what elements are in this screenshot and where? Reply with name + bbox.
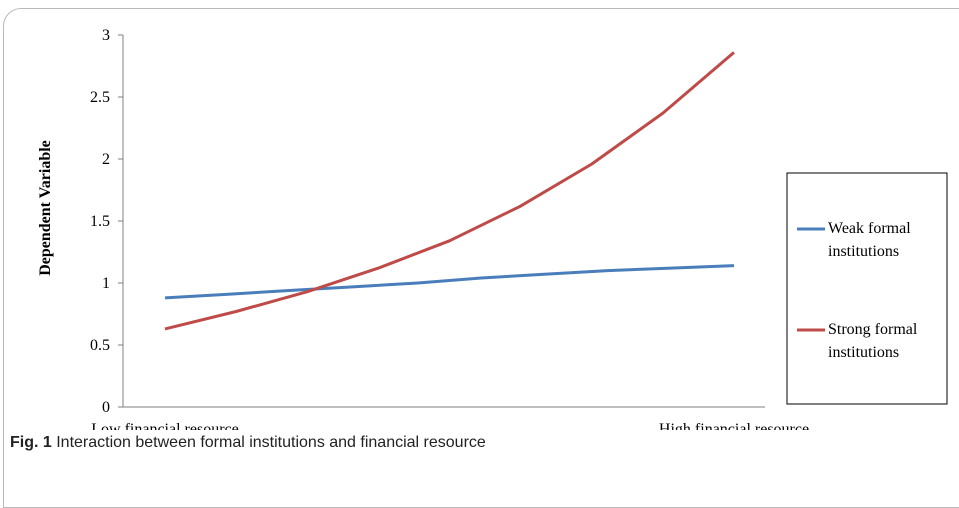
y-axis-label: Dependent Variable <box>37 140 54 276</box>
x-tick-label-high: High financial resource <box>659 421 809 430</box>
legend-label-weak-line2: institutions <box>828 243 899 260</box>
y-tick-label: 2 <box>102 151 110 168</box>
figure-caption-text: Interaction between formal institutions … <box>51 434 486 451</box>
series-lines <box>164 51 735 331</box>
y-axis-ticks: 0 0.5 1 1.5 2 2.5 3 <box>90 27 123 416</box>
series-line-weak <box>164 264 735 300</box>
legend-box <box>786 172 948 405</box>
figure-caption-label: Fig. 1 <box>10 434 52 451</box>
line-chart: 0 0.5 1 1.5 2 2.5 3 Dependent Variable Low fin… <box>37 27 948 430</box>
y-tick-label: 1.5 <box>90 213 110 230</box>
legend-label-strong-line2: institutions <box>828 344 899 361</box>
y-tick-label: 0 <box>102 399 110 416</box>
x-tick-label-low: Low financial resource <box>91 421 238 430</box>
legend-label-strong-line1: Strong formal <box>828 321 918 338</box>
y-tick-label: 0.5 <box>90 337 110 354</box>
figure-caption: Fig. 1 Interaction between formal instit… <box>10 434 486 452</box>
y-tick-label: 1 <box>102 275 110 292</box>
legend: Weak formal institutions Strong formal i… <box>786 172 948 405</box>
legend-label-weak-line1: Weak formal <box>828 220 911 237</box>
y-tick-label: 3 <box>102 27 110 44</box>
series-line-strong <box>164 51 735 331</box>
y-tick-label: 2.5 <box>90 89 110 106</box>
